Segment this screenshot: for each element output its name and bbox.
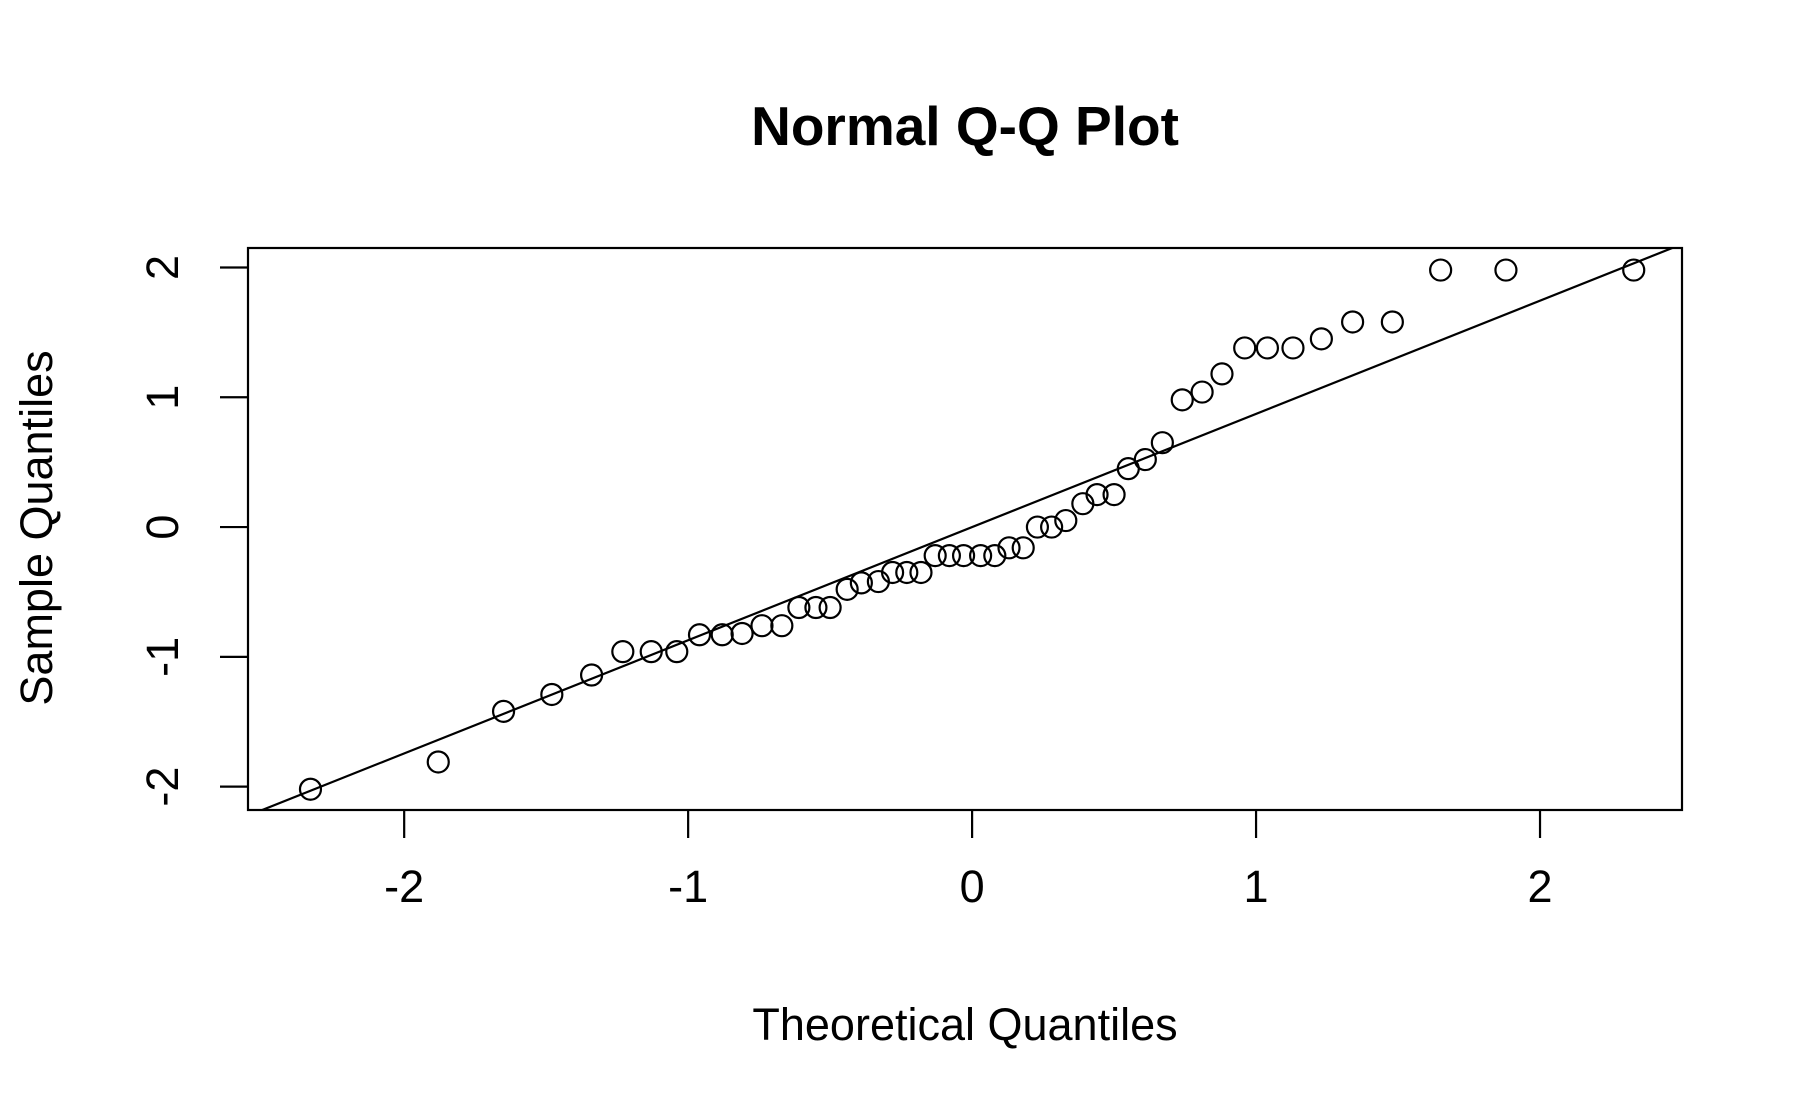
x-tick-label: 0 [960, 861, 985, 912]
data-point [1011, 536, 1035, 560]
x-axis: -2 -1 0 1 2 [384, 810, 1553, 912]
data-point [1309, 327, 1333, 351]
data-point [1380, 310, 1404, 334]
reference-line [259, 248, 1676, 810]
data-point [1170, 388, 1194, 412]
data-point [787, 595, 811, 620]
plot-frame [246, 246, 1684, 812]
data-point [951, 544, 976, 568]
data-point [730, 621, 754, 646]
data-point [1233, 336, 1257, 360]
data-point [1085, 483, 1109, 507]
y-tick-label: -1 [137, 637, 188, 677]
x-tick-label: 2 [1528, 861, 1553, 912]
x-tick-label: 1 [1244, 861, 1269, 912]
data-point [579, 663, 604, 687]
y-tick-label: 2 [137, 255, 188, 280]
data-point [1341, 310, 1365, 334]
data-point [426, 750, 450, 774]
data-point [1040, 515, 1064, 539]
data-point [983, 544, 1007, 568]
data-point [880, 560, 905, 585]
data-point [937, 544, 961, 568]
reference-line-group [259, 248, 1676, 810]
data-point [997, 536, 1021, 560]
data-point [1133, 447, 1157, 472]
data-point [1255, 336, 1280, 360]
data-point [750, 614, 774, 638]
data-point [804, 595, 828, 620]
data-point [639, 640, 663, 664]
points-group [298, 258, 1646, 801]
y-tick-label: 0 [137, 515, 188, 540]
data-point [1281, 336, 1305, 360]
y-tick-label: -2 [137, 767, 188, 807]
data-point [1025, 515, 1050, 539]
data-point [923, 544, 947, 568]
x-axis-label: Theoretical Quantiles [752, 999, 1177, 1050]
data-point [1054, 508, 1078, 533]
y-tick-label: 1 [137, 385, 188, 410]
data-point [895, 560, 919, 585]
data-point [835, 577, 859, 601]
data-point [818, 595, 842, 620]
data-point [1622, 258, 1646, 282]
data-point [1429, 258, 1453, 282]
data-point [687, 623, 712, 647]
y-axis: -2 -1 0 1 2 [137, 255, 248, 807]
data-point [1190, 380, 1214, 404]
data-point [1150, 431, 1174, 455]
data-point [665, 640, 689, 664]
data-point [611, 640, 635, 664]
data-point [491, 699, 516, 723]
plot-area [246, 246, 1684, 812]
data-point [540, 682, 564, 707]
data-point [1102, 483, 1126, 507]
data-point [1494, 258, 1518, 282]
x-tick-label: -1 [668, 861, 708, 912]
data-point [770, 614, 794, 638]
data-point [849, 571, 873, 595]
data-point [969, 544, 993, 568]
x-tick-label: -2 [384, 861, 424, 912]
data-point [1210, 362, 1234, 386]
chart-title: Normal Q-Q Plot [751, 95, 1179, 157]
data-point [298, 777, 323, 801]
y-axis-label: Sample Quantiles [11, 350, 62, 705]
data-point [909, 560, 933, 585]
